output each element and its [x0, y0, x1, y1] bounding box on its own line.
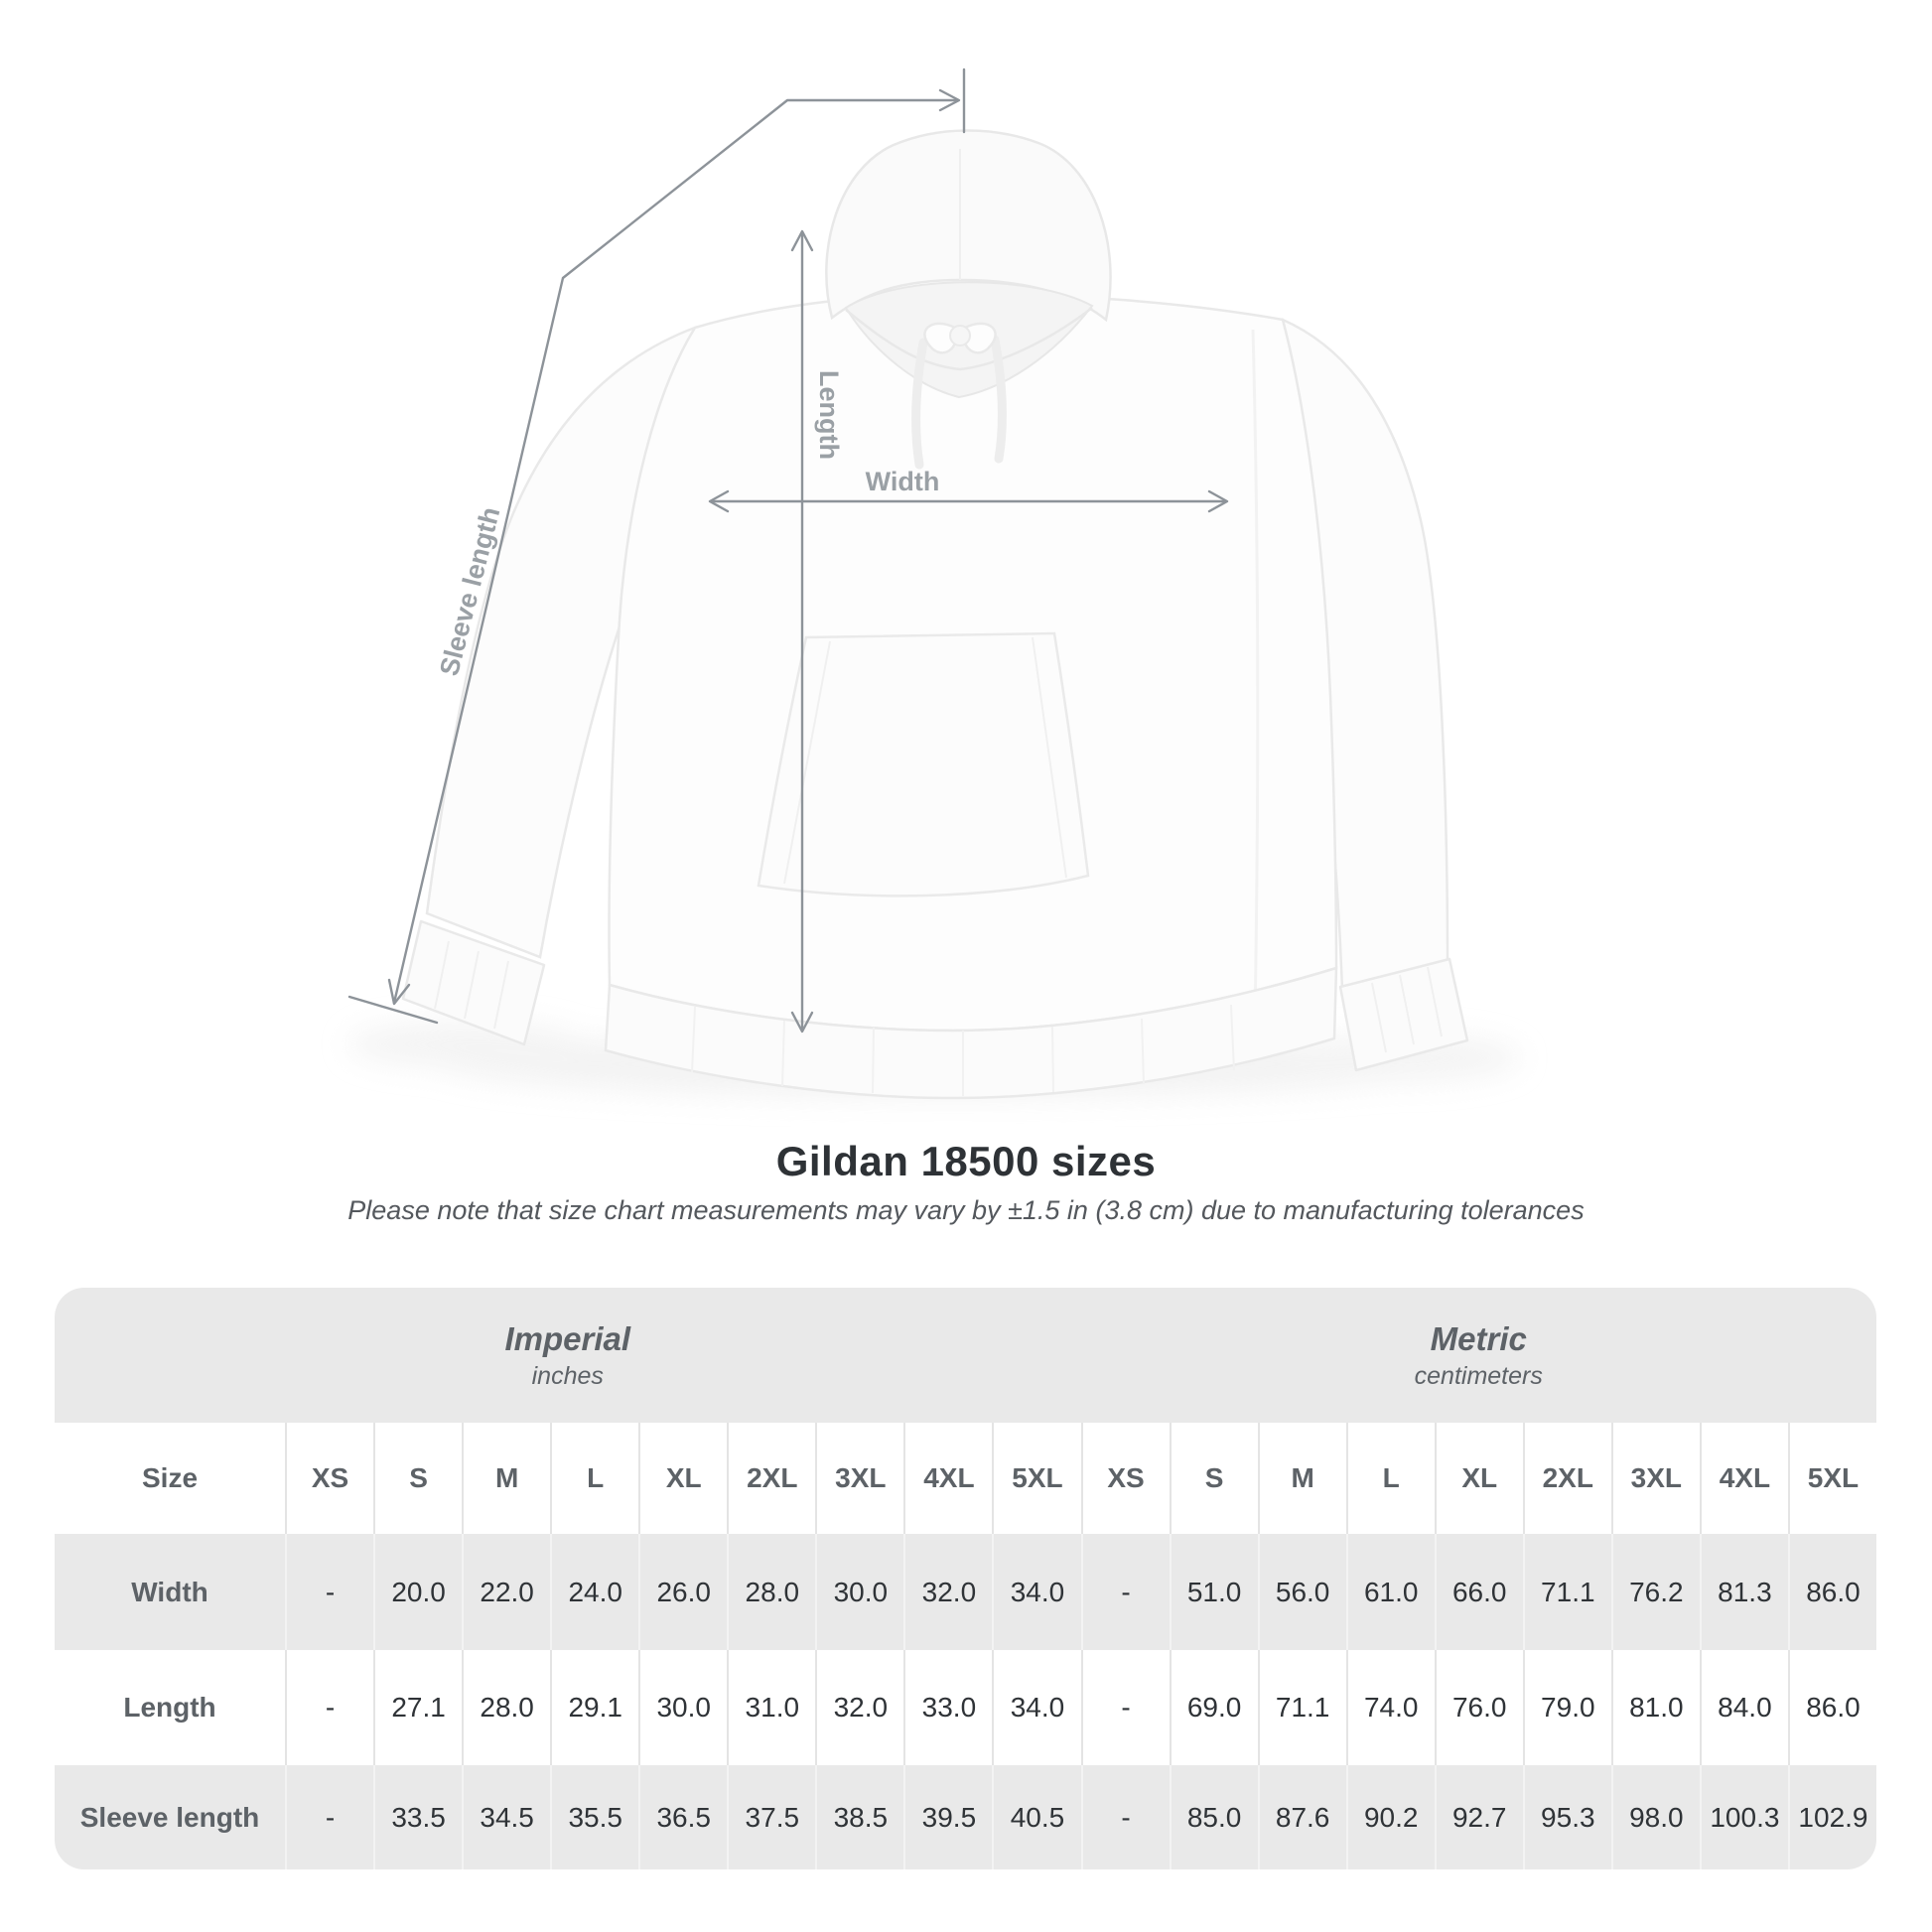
- size-header-metric: 4XL: [1699, 1423, 1788, 1534]
- value-cell-imperial: 38.5: [815, 1765, 904, 1869]
- value-cell-imperial: 33.0: [903, 1650, 993, 1765]
- size-header-metric: XS: [1080, 1423, 1170, 1534]
- value-cell-imperial: 28.0: [462, 1650, 551, 1765]
- value-cell-metric: 79.0: [1522, 1650, 1611, 1765]
- length-label: Length: [814, 370, 844, 460]
- value-cell-metric: 56.0: [1257, 1534, 1346, 1650]
- size-header-metric: 5XL: [1787, 1423, 1876, 1534]
- size-header-imperial: L: [550, 1423, 639, 1534]
- value-cell-imperial: -: [285, 1534, 374, 1650]
- size-table: Imperial inches Metric centimeters Size XS S M L…: [55, 1288, 1876, 1869]
- value-cell-imperial: 35.5: [550, 1765, 639, 1869]
- value-cell-imperial: 24.0: [550, 1534, 639, 1650]
- width-arrow: [708, 489, 1229, 513]
- unit-group-name: Metric: [1430, 1319, 1527, 1357]
- value-cell-metric: 71.1: [1522, 1534, 1611, 1650]
- value-cell-metric: 74.0: [1345, 1650, 1435, 1765]
- value-cell-imperial: 36.5: [638, 1765, 728, 1869]
- value-cell-imperial: 28.0: [727, 1534, 816, 1650]
- value-cell-imperial: 20.0: [373, 1534, 463, 1650]
- value-cell-imperial: 27.1: [373, 1650, 463, 1765]
- size-header-imperial: 4XL: [903, 1423, 993, 1534]
- value-cell-imperial: 22.0: [462, 1534, 551, 1650]
- size-header-metric: M: [1257, 1423, 1346, 1534]
- value-cell-metric: -: [1080, 1765, 1170, 1869]
- value-cell-imperial: 32.0: [815, 1650, 904, 1765]
- value-cell-metric: 100.3: [1699, 1765, 1788, 1869]
- value-cell-metric: 84.0: [1699, 1650, 1788, 1765]
- size-header-imperial: XL: [638, 1423, 728, 1534]
- value-cell-metric: 69.0: [1169, 1650, 1258, 1765]
- hoodie-measurement-diagram: Width Length Sleeve length: [347, 68, 1521, 1100]
- value-cell-metric: 61.0: [1345, 1534, 1435, 1650]
- row-label: Sleeve length: [55, 1765, 285, 1869]
- value-cell-imperial: 29.1: [550, 1650, 639, 1765]
- sleeve-cuff-tick: [347, 995, 439, 1025]
- row-label: Length: [55, 1650, 285, 1765]
- hoodie-illustration: [401, 129, 1469, 1100]
- value-cell-imperial: 34.0: [992, 1534, 1081, 1650]
- size-header-imperial: M: [462, 1423, 551, 1534]
- size-header-metric: 2XL: [1522, 1423, 1611, 1534]
- value-cell-metric: 66.0: [1434, 1534, 1523, 1650]
- value-cell-imperial: -: [285, 1765, 374, 1869]
- value-cell-metric: 76.0: [1434, 1650, 1523, 1765]
- value-cell-imperial: 31.0: [727, 1650, 816, 1765]
- value-cell-imperial: 30.0: [815, 1534, 904, 1650]
- size-header-imperial: S: [373, 1423, 463, 1534]
- value-cell-metric: 76.2: [1610, 1534, 1700, 1650]
- value-cell-imperial: 34.0: [992, 1650, 1081, 1765]
- size-header-imperial: 5XL: [992, 1423, 1081, 1534]
- imperial-group-header: Imperial inches: [55, 1288, 1081, 1423]
- unit-group-unit: inches: [531, 1361, 604, 1390]
- size-header-metric: 3XL: [1610, 1423, 1700, 1534]
- value-cell-metric: 92.7: [1434, 1765, 1523, 1869]
- size-header-metric: S: [1169, 1423, 1258, 1534]
- value-cell-imperial: 30.0: [638, 1650, 728, 1765]
- sleeve-length-arrow: [347, 68, 966, 1025]
- size-header-imperial: XS: [285, 1423, 374, 1534]
- value-cell-imperial: 40.5: [992, 1765, 1081, 1869]
- size-header-imperial: 3XL: [815, 1423, 904, 1534]
- length-arrow: [790, 229, 814, 1034]
- value-cell-imperial: 33.5: [373, 1765, 463, 1869]
- hoodie-drawstrings: [911, 322, 1007, 470]
- value-cell-metric: 81.3: [1699, 1534, 1788, 1650]
- row-label: Width: [55, 1534, 285, 1650]
- metric-group-header: Metric centimeters: [1080, 1288, 1876, 1423]
- value-cell-metric: 102.9: [1787, 1765, 1876, 1869]
- value-cell-imperial: 26.0: [638, 1534, 728, 1650]
- value-cell-imperial: -: [285, 1650, 374, 1765]
- unit-group-unit: centimeters: [1414, 1361, 1543, 1390]
- value-cell-metric: 95.3: [1522, 1765, 1611, 1869]
- value-cell-imperial: 39.5: [903, 1765, 993, 1869]
- unit-group-name: Imperial: [504, 1319, 631, 1357]
- value-cell-metric: 51.0: [1169, 1534, 1258, 1650]
- value-cell-metric: 81.0: [1610, 1650, 1700, 1765]
- value-cell-imperial: 34.5: [462, 1765, 551, 1869]
- page-subtitle: Please note that size chart measurements…: [347, 1195, 1585, 1225]
- value-cell-imperial: 37.5: [727, 1765, 816, 1869]
- size-header-metric: XL: [1434, 1423, 1523, 1534]
- value-cell-metric: 87.6: [1257, 1765, 1346, 1869]
- value-cell-metric: 71.1: [1257, 1650, 1346, 1765]
- size-column-header: Size: [55, 1423, 285, 1534]
- value-cell-metric: 90.2: [1345, 1765, 1435, 1869]
- width-label: Width: [866, 467, 940, 496]
- value-cell-metric: 86.0: [1787, 1534, 1876, 1650]
- value-cell-metric: 98.0: [1610, 1765, 1700, 1869]
- value-cell-imperial: 32.0: [903, 1534, 993, 1650]
- page-title: Gildan 18500 sizes: [775, 1138, 1157, 1184]
- size-header-imperial: 2XL: [727, 1423, 816, 1534]
- value-cell-metric: -: [1080, 1534, 1170, 1650]
- value-cell-metric: 85.0: [1169, 1765, 1258, 1869]
- value-cell-metric: -: [1080, 1650, 1170, 1765]
- size-grid: Imperial inches Metric centimeters Size XS S M L…: [55, 1288, 1876, 1869]
- size-header-metric: L: [1345, 1423, 1435, 1534]
- value-cell-metric: 86.0: [1787, 1650, 1876, 1765]
